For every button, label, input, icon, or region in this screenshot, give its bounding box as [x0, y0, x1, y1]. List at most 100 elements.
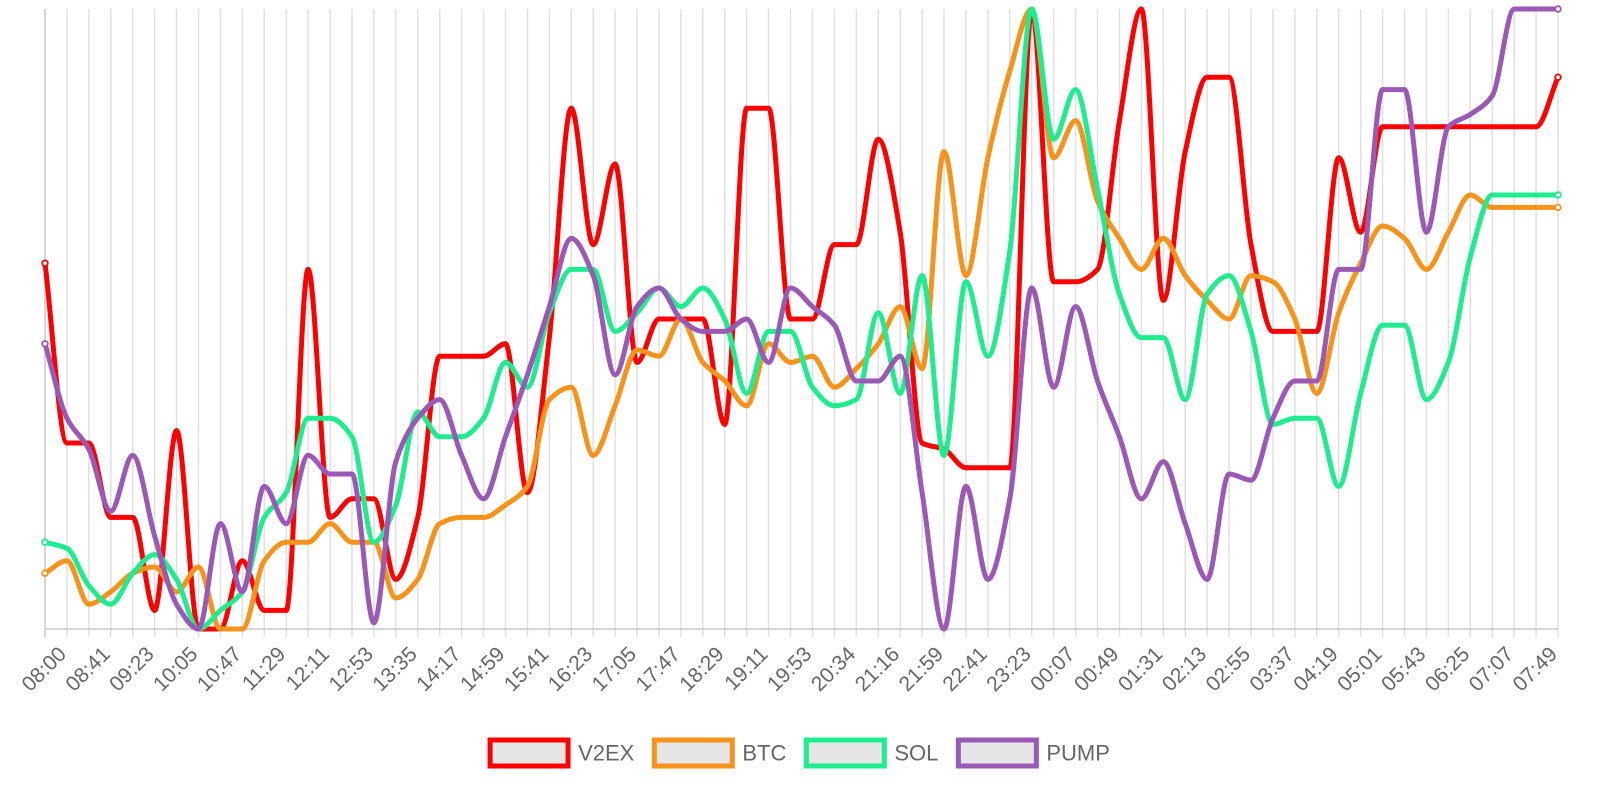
series-sol — [41, 6, 1562, 632]
data-point-pump — [152, 533, 158, 539]
data-point-v2ex — [437, 353, 443, 359]
data-point-pump — [766, 359, 772, 365]
data-point-sol — [1336, 483, 1342, 489]
data-point-pump — [524, 372, 530, 378]
data-point-btc — [524, 483, 530, 489]
data-point-v2ex — [305, 266, 311, 272]
data-point-pump — [1314, 378, 1320, 384]
data-point-btc — [1073, 118, 1079, 124]
x-tick-label: 17:05 — [588, 643, 641, 696]
data-point-pump — [700, 328, 706, 334]
data-point-sol — [481, 415, 487, 421]
data-point-v2ex — [1116, 118, 1122, 124]
data-point-btc — [985, 155, 991, 161]
data-point-sol — [1138, 335, 1144, 341]
data-point-sol — [283, 490, 289, 496]
data-point-btc — [612, 403, 618, 409]
data-point-btc — [415, 576, 421, 582]
data-point-pump — [1226, 471, 1232, 477]
data-point-v2ex — [1095, 266, 1100, 272]
x-tick-label: 07:49 — [1509, 643, 1562, 696]
x-tick-label: 14:59 — [456, 643, 509, 696]
data-point-btc — [1182, 273, 1188, 279]
data-point-pump — [634, 304, 640, 310]
data-point-v2ex — [481, 353, 487, 359]
data-point-sol — [459, 434, 465, 440]
data-point-pump — [503, 434, 508, 440]
data-point-pump — [963, 483, 969, 489]
data-point-v2ex — [810, 316, 815, 322]
data-point-btc — [305, 539, 311, 545]
data-point-sol — [744, 390, 750, 396]
data-point-sol — [1073, 87, 1079, 93]
data-point-sol — [152, 552, 158, 558]
data-point-btc — [64, 558, 70, 564]
data-point-sol — [678, 304, 684, 310]
data-point-sol — [1511, 192, 1517, 198]
data-point-btc — [174, 589, 180, 595]
legend-label-pump: PUMP — [1046, 741, 1110, 766]
legend-item-btc[interactable]: BTC — [651, 737, 786, 769]
data-point-v2ex — [700, 316, 706, 322]
data-point-pump — [1182, 521, 1188, 527]
data-point-pump — [196, 626, 201, 632]
data-point-v2ex — [371, 496, 377, 502]
data-point-sol — [897, 390, 903, 396]
data-point-pump — [1029, 285, 1035, 291]
data-point-sol — [437, 434, 443, 440]
data-point-v2ex — [152, 607, 158, 613]
data-point-v2ex — [1270, 328, 1276, 334]
data-point-v2ex — [1073, 279, 1079, 285]
data-point-v2ex — [349, 496, 355, 502]
data-point-v2ex — [108, 514, 114, 520]
x-tick-label: 16:23 — [544, 643, 597, 696]
data-point-v2ex — [919, 440, 925, 446]
data-point-v2ex — [1423, 124, 1429, 130]
legend-item-v2ex[interactable]: V2EX — [487, 737, 635, 769]
data-point-btc — [1445, 229, 1451, 235]
data-point-v2ex — [1051, 279, 1057, 285]
data-point-sol — [766, 328, 772, 334]
data-point-v2ex — [1160, 297, 1166, 303]
data-point-btc — [283, 539, 289, 545]
x-tick-label: 12:11 — [282, 643, 334, 695]
data-point-pump — [371, 620, 377, 626]
data-point-pump — [1533, 6, 1539, 12]
x-tick-label: 04:19 — [1289, 643, 1342, 696]
legend-swatch-pump — [955, 737, 1039, 769]
data-point-btc — [1116, 235, 1122, 241]
data-point-v2ex — [897, 229, 903, 235]
data-point-v2ex — [1226, 74, 1232, 80]
data-point-v2ex — [788, 316, 793, 322]
data-point-pump — [1292, 378, 1298, 384]
data-point-btc — [327, 521, 333, 527]
data-point-pump — [656, 285, 662, 291]
legend-item-sol[interactable]: SOL — [803, 737, 938, 769]
data-point-sol — [349, 434, 355, 440]
data-point-v2ex — [963, 465, 969, 471]
data-point-v2ex — [503, 341, 508, 347]
data-point-pump — [108, 508, 114, 514]
data-point-sol — [261, 514, 267, 520]
x-tick-label: 05:43 — [1377, 643, 1430, 696]
data-point-sol — [503, 359, 508, 365]
data-point-pump — [1073, 304, 1079, 310]
x-axis-tick-labels: 08:0008:4109:2310:0510:4711:2912:1112:53… — [17, 642, 1562, 696]
legend-swatch-btc — [651, 737, 735, 769]
data-point-sol — [788, 328, 793, 334]
data-point-sol — [1358, 390, 1364, 396]
data-point-btc — [941, 149, 947, 155]
data-point-sol — [612, 328, 618, 334]
data-point-btc — [1423, 266, 1429, 272]
data-point-pump — [1270, 415, 1276, 421]
data-point-v2ex — [612, 161, 618, 167]
data-point-sol — [1029, 6, 1035, 12]
data-point-pump — [217, 521, 223, 527]
data-point-v2ex — [831, 242, 837, 248]
data-point-btc — [41, 569, 49, 577]
data-point-v2ex — [744, 105, 750, 111]
legend-item-pump[interactable]: PUMP — [955, 737, 1110, 769]
data-point-sol — [371, 539, 377, 545]
data-point-pump — [612, 372, 618, 378]
data-point-sol — [1116, 291, 1122, 297]
